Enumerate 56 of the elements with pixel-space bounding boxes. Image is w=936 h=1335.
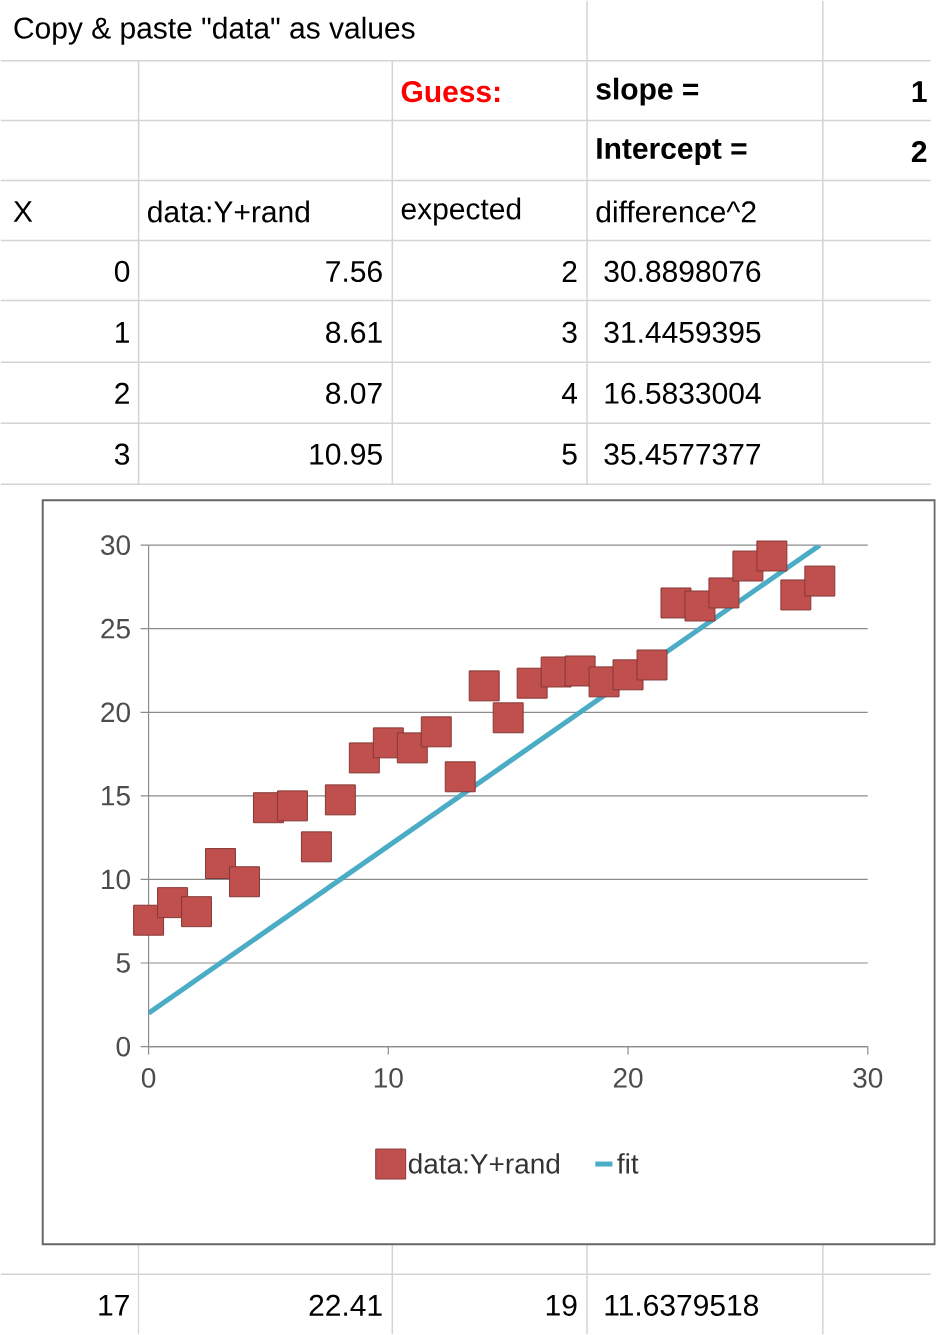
- text: Intercept =: [597, 138, 747, 165]
- y-tick-label: 20: [101, 702, 131, 723]
- point: [229, 866, 261, 898]
- point: [492, 702, 524, 734]
- x-tick-label: 30: [853, 1068, 883, 1088]
- point: [325, 784, 357, 816]
- x-tick-label: 0: [142, 1068, 156, 1088]
- text: 10.95: [310, 443, 383, 465]
- text: 30.8898076: [604, 260, 761, 283]
- text: expected: [401, 197, 521, 226]
- point: [277, 790, 309, 822]
- y-tick-label: 5: [116, 953, 131, 973]
- point: [181, 896, 213, 928]
- text: 22.41: [309, 1294, 382, 1316]
- y-tick-label: 10: [102, 869, 131, 890]
- text: 19: [547, 1294, 577, 1316]
- text: X: [13, 201, 33, 222]
- text: Copy & paste "data" as values: [14, 16, 415, 45]
- text: difference^2: [596, 200, 756, 223]
- text: data:Y+rand: [148, 200, 310, 223]
- text: 1: [912, 81, 927, 102]
- y-tick-label: 15: [102, 786, 131, 806]
- text: 31.4459395: [604, 321, 761, 343]
- text: 35.4577377: [604, 443, 761, 465]
- y-tick-label: 0: [116, 1036, 131, 1057]
- legend-label: data:Y+rand: [409, 1153, 560, 1174]
- text: 8.07: [326, 382, 382, 404]
- x-tick-label: 10: [375, 1068, 403, 1088]
- text: 7.56: [326, 260, 382, 283]
- point: [804, 565, 836, 597]
- y-tick-label: 30: [101, 535, 131, 556]
- y-tick-label: 25: [101, 618, 131, 639]
- text: Guess:: [401, 81, 500, 103]
- point: [708, 577, 740, 609]
- point: [756, 540, 788, 572]
- text: 16.5833004: [605, 382, 761, 404]
- text: 3: [562, 321, 577, 343]
- text: 8.61: [326, 321, 382, 343]
- point: [468, 670, 500, 702]
- point: [444, 761, 476, 793]
- text: 17: [99, 1294, 130, 1316]
- text: 2: [115, 382, 130, 404]
- text: 5: [562, 443, 577, 465]
- text: 3: [115, 443, 130, 465]
- point: [301, 831, 333, 863]
- text: 1: [116, 322, 130, 343]
- text: 11.6379518: [605, 1294, 759, 1316]
- text: 2: [912, 141, 927, 163]
- legend-label: fit: [617, 1153, 639, 1174]
- point: [636, 649, 668, 681]
- text: 2: [562, 260, 577, 282]
- text: 4: [562, 382, 578, 404]
- point: [396, 732, 428, 764]
- text: slope =: [596, 77, 699, 106]
- x-tick-label: 20: [614, 1068, 643, 1088]
- point: [420, 716, 452, 748]
